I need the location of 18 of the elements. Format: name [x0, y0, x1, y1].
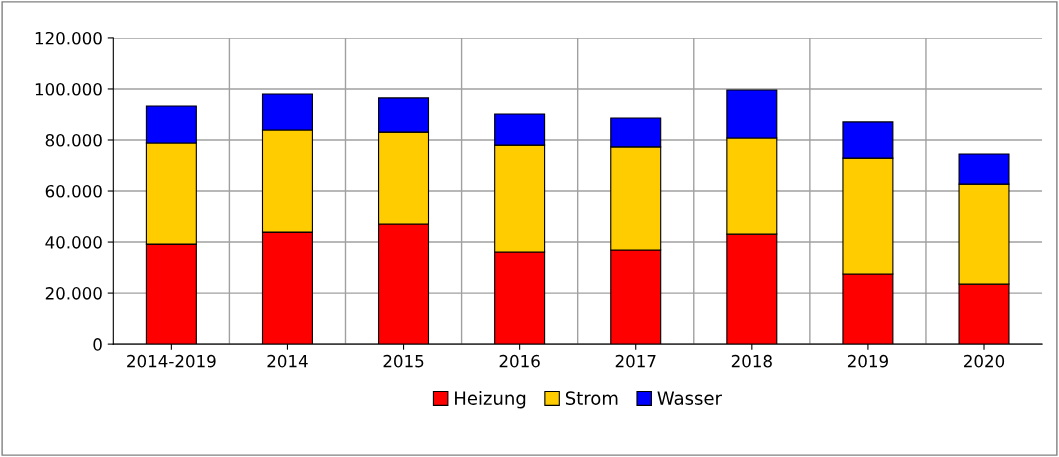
x-tick-label: 2018 — [731, 354, 772, 368]
legend-label: Heizung — [455, 390, 526, 409]
x-tick-label: 2016 — [499, 354, 540, 368]
y-tick-label: 20.000 — [45, 287, 102, 300]
x-tick-label: 2020 — [964, 354, 1005, 368]
y-tick-label: 100.000 — [35, 82, 102, 96]
x-tick-label: 2015 — [383, 354, 424, 368]
y-tick-label: 40.000 — [45, 236, 102, 249]
x-tick-label: 2017 — [615, 354, 656, 368]
x-tick-label: 2014 — [267, 354, 308, 368]
y-tick-label: 60.000 — [45, 184, 102, 198]
y-tick-label: 120.000 — [35, 31, 102, 45]
y-tick-label: 80.000 — [45, 133, 102, 147]
y-tick-label: 0 — [93, 338, 102, 351]
legend-label: Wasser — [657, 391, 722, 405]
x-tick-label: 2019 — [847, 354, 888, 368]
x-tick-label: 2014-2019 — [127, 354, 216, 368]
legend-label: Strom — [565, 391, 618, 405]
